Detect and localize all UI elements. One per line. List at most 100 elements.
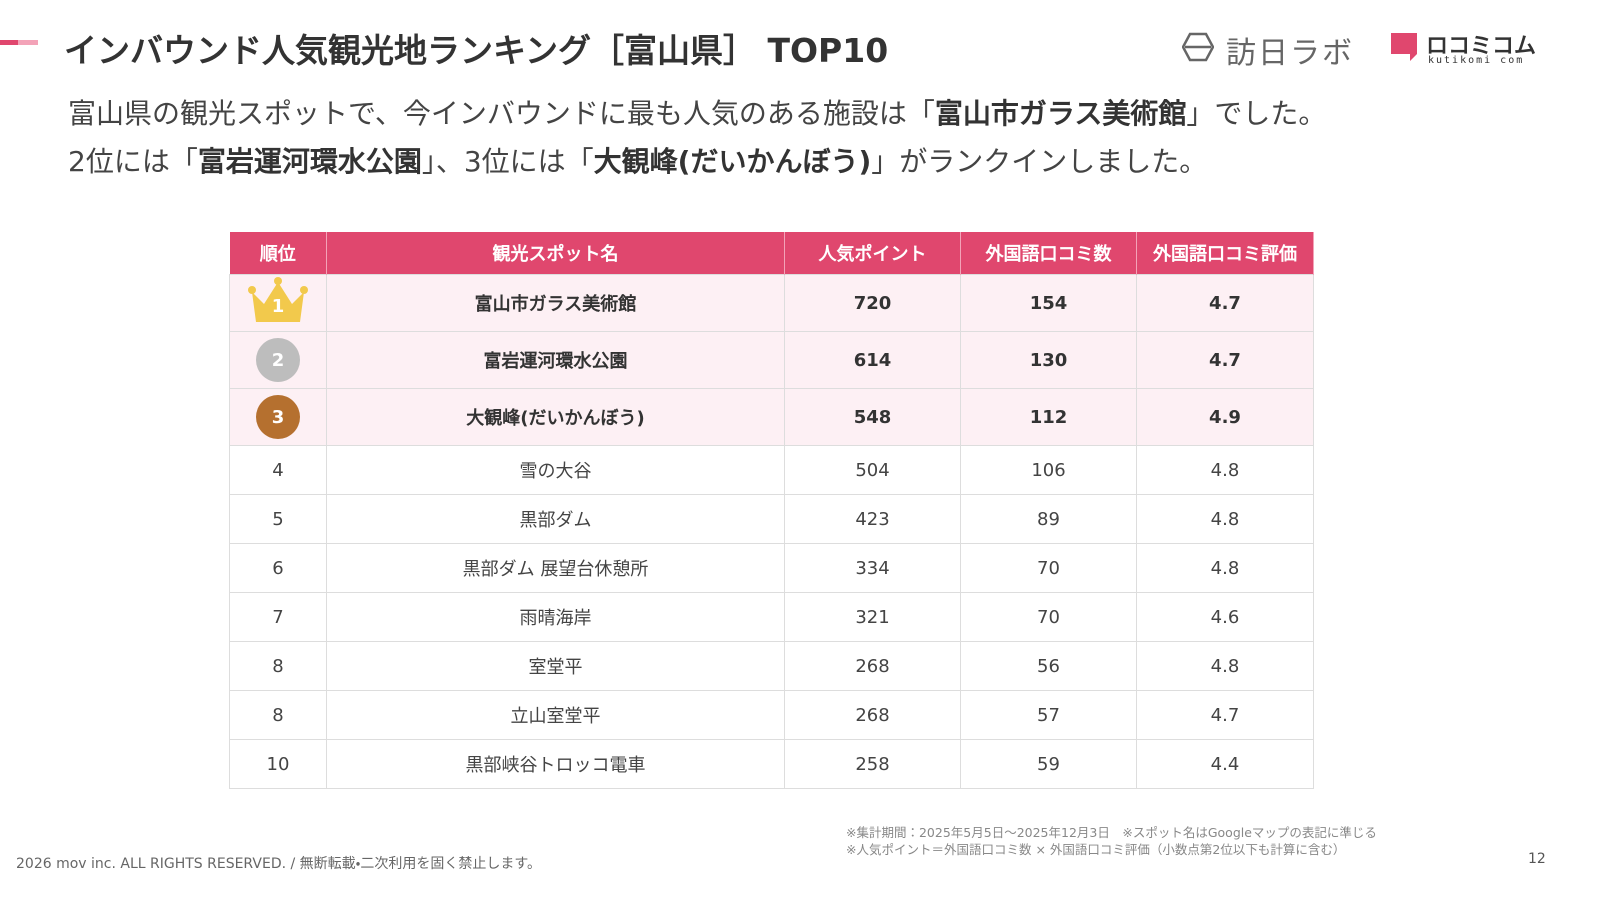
table-row: 4 雪の大谷 504 106 4.8 <box>229 445 1314 495</box>
cell-text: 雨晴海岸 <box>519 608 592 629</box>
logo-text: ロコミコム <box>1426 34 1537 59</box>
table-cell: 258 <box>784 739 961 789</box>
table-cell: 56 <box>960 641 1137 691</box>
table-cell: 4.6 <box>1136 592 1314 642</box>
cell-text: 59 <box>1037 753 1060 775</box>
cell-text: 4.9 <box>1209 406 1241 428</box>
table-cell: 504 <box>784 445 961 495</box>
table-cell: 70 <box>960 543 1137 593</box>
cell-text: 4.4 <box>1210 753 1240 775</box>
rank-cell: 1 <box>229 274 327 332</box>
title-marker <box>0 40 18 45</box>
column-header: 観光スポット名 <box>326 232 785 275</box>
table-cell: 富岩運河環水公園 <box>326 331 785 389</box>
rank-cell: 4 <box>229 445 327 495</box>
cell-text: 112 <box>1029 406 1068 428</box>
table-cell: 黒部ダム 展望台休憩所 <box>326 543 785 593</box>
rank-number: 8 <box>272 655 284 677</box>
table-row: 10 黒部峡谷トロッコ電車 258 59 4.4 <box>229 739 1314 789</box>
header-row: 順位 観光スポット名 人気ポイント 外国語口コミ数 外国語口コミ評価 <box>229 232 1314 275</box>
table-cell: 4.8 <box>1136 494 1314 544</box>
table-cell: 70 <box>960 592 1137 642</box>
rank-number: 8 <box>272 704 284 726</box>
table-row: 1 富山市ガラス美術館 720 154 4.7 <box>229 274 1314 332</box>
footnote: ※人気ポイント＝外国語口コミ数 × 外国語口コミ評価（小数点第2位以下も計算に含… <box>846 842 1346 857</box>
intro-text: 富山県の観光スポットで、今インバウンドに最も人気のある施設は「富山市ガラス美術館… <box>68 90 1326 186</box>
table-cell: 614 <box>784 331 961 389</box>
rank-cell: 2 <box>229 331 327 389</box>
highlight-text: 富山市ガラス美術館 <box>934 97 1187 130</box>
table-cell: 立山室堂平 <box>326 690 785 740</box>
rank-number: 10 <box>266 753 290 775</box>
table-cell: 黒部峡谷トロッコ電車 <box>326 739 785 789</box>
crown <box>248 276 308 322</box>
cell-text: 4.8 <box>1210 459 1240 481</box>
cell-text: 4.7 <box>1209 292 1241 314</box>
logo-text: 訪日ラボ <box>1226 36 1354 71</box>
rank-cell: 7 <box>229 592 327 642</box>
table-cell: 720 <box>784 274 961 332</box>
cell-text: 4.8 <box>1210 655 1240 677</box>
table-cell: 57 <box>960 690 1137 740</box>
rank-number: 6 <box>272 557 284 579</box>
table-cell: 大観峰(だいかんぼう) <box>326 388 785 446</box>
slide-title: インバウンド人気観光地ランキング［富山県］ TOP10 <box>64 31 889 70</box>
cell-text: 268 <box>855 655 890 677</box>
cell-text: 4.8 <box>1210 508 1240 530</box>
cell-text: 70 <box>1037 557 1060 579</box>
table-cell: 89 <box>960 494 1137 544</box>
logo-caption: kutikomi com <box>1428 55 1525 66</box>
cell-text: 黒部ダム <box>519 510 592 531</box>
cell-text: 334 <box>855 557 890 579</box>
table-row: 7 雨晴海岸 321 70 4.6 <box>229 592 1314 642</box>
footnotes: ※集計期間：2025年5月5日〜2025年12月3日 ※スポット名はGoogle… <box>846 824 1377 858</box>
table-cell: 106 <box>960 445 1137 495</box>
cell-text: 504 <box>855 459 890 481</box>
rank-number: 1 <box>271 295 285 317</box>
copyright: 2026 mov inc. ALL RIGHTS RESERVED. / 無断転… <box>16 856 542 872</box>
cell-text: 130 <box>1029 349 1068 371</box>
text: 」でした。 <box>1186 97 1327 130</box>
rank-cell: 6 <box>229 543 327 593</box>
cell-text: 548 <box>853 406 892 428</box>
text: 2位には「 <box>68 145 198 178</box>
cell-text: 258 <box>855 753 890 775</box>
rank-cell: 3 <box>229 388 327 446</box>
column-header: 人気ポイント <box>784 232 961 275</box>
highlight-text: 富岩運河環水公園 <box>197 145 422 178</box>
rank-badge: 3 <box>256 395 300 439</box>
table-cell: 4.7 <box>1136 690 1314 740</box>
cell-text: 89 <box>1037 508 1060 530</box>
rank-cell: 8 <box>229 641 327 691</box>
table-row: 5 黒部ダム 423 89 4.8 <box>229 494 1314 544</box>
cell-text: 268 <box>855 704 890 726</box>
table-cell: 268 <box>784 641 961 691</box>
rank-badge: 2 <box>256 338 300 382</box>
rank-number: 7 <box>272 606 284 628</box>
cell-text: 雪の大谷 <box>519 461 592 482</box>
logo-icon <box>1391 33 1417 61</box>
table-cell: 4.7 <box>1136 331 1314 389</box>
table-row: 3 大観峰(だいかんぼう) 548 112 4.9 <box>229 388 1314 446</box>
cell-text: 423 <box>855 508 890 530</box>
cell-text: 大観峰(だいかんぼう) <box>466 408 645 429</box>
table-row: 6 黒部ダム 展望台休憩所 334 70 4.8 <box>229 543 1314 593</box>
logo-icon <box>1182 32 1214 62</box>
column-header: 外国語口コミ評価 <box>1136 232 1314 275</box>
table-row: 8 立山室堂平 268 57 4.7 <box>229 690 1314 740</box>
rank-cell: 10 <box>229 739 327 789</box>
rank-number: 5 <box>272 508 284 530</box>
cell-text: 黒部ダム 展望台休憩所 <box>462 559 649 580</box>
cell-text: 黒部峡谷トロッコ電車 <box>465 755 646 776</box>
table-cell: 4.8 <box>1136 641 1314 691</box>
table-cell: 雪の大谷 <box>326 445 785 495</box>
cell-text: 4.7 <box>1210 704 1240 726</box>
cell-text: 321 <box>855 606 890 628</box>
intro-line: 富山県の観光スポットで、今インバウンドに最も人気のある施設は「富山市ガラス美術館… <box>68 90 1326 138</box>
cell-text: 4.8 <box>1210 557 1240 579</box>
rank-cell: 5 <box>229 494 327 544</box>
cell-text: 106 <box>1031 459 1066 481</box>
table-cell: 423 <box>784 494 961 544</box>
